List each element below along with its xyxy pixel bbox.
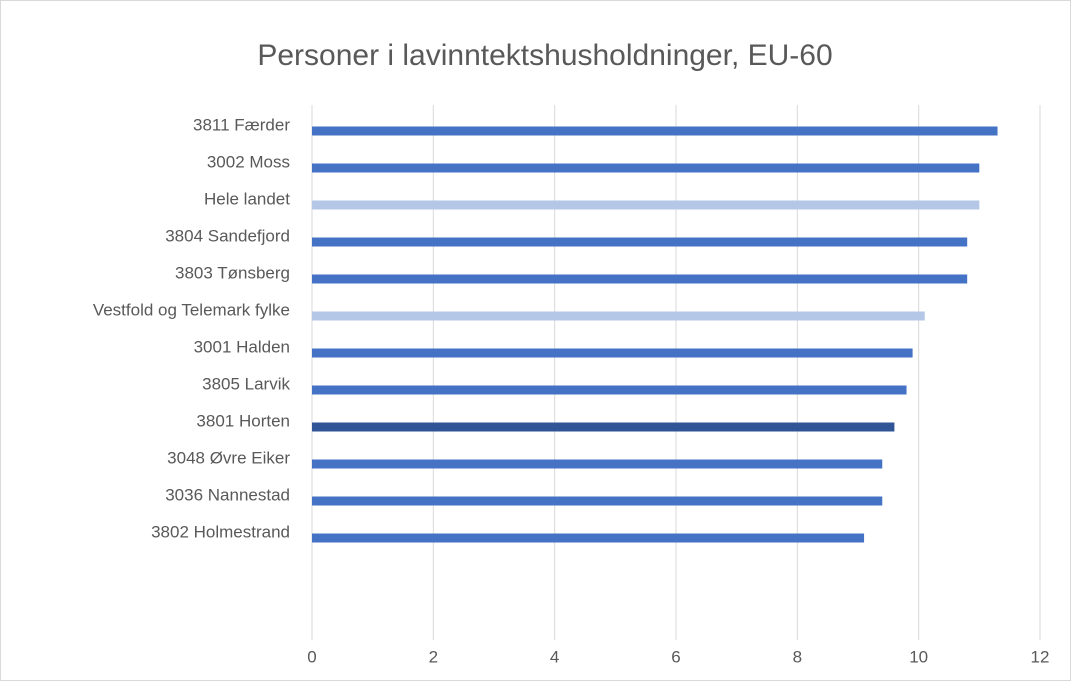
bar bbox=[312, 163, 980, 173]
y-tick-label: 3804 Sandefjord bbox=[165, 226, 290, 245]
bar bbox=[312, 274, 968, 284]
bar bbox=[312, 348, 913, 358]
bar bbox=[312, 459, 883, 469]
bar bbox=[312, 533, 865, 543]
bar bbox=[312, 385, 907, 395]
y-tick-label: 3805 Larvik bbox=[202, 374, 290, 393]
y-tick-label: 3002 Moss bbox=[207, 152, 290, 171]
x-tick-label: 8 bbox=[793, 647, 802, 666]
chart-title: Personer i lavinntektshusholdninger, EU-… bbox=[257, 39, 832, 72]
y-tick-label: 3811 Færder bbox=[193, 115, 290, 134]
y-tick-label: 3802 Holmestrand bbox=[151, 522, 290, 541]
y-tick-label: 3001 Halden bbox=[194, 337, 290, 356]
y-tick-label: 3048 Øvre Eiker bbox=[167, 448, 290, 467]
bar bbox=[312, 496, 883, 506]
bar bbox=[312, 422, 895, 432]
y-tick-label: 3036 Nannestad bbox=[165, 485, 290, 504]
y-tick-label: Vestfold og Telemark fylke bbox=[93, 300, 290, 319]
x-tick-label: 2 bbox=[429, 647, 438, 666]
x-tick-label: 6 bbox=[671, 647, 680, 666]
bar bbox=[312, 200, 980, 210]
x-tick-label: 10 bbox=[909, 647, 928, 666]
bar bbox=[312, 126, 998, 136]
y-tick-label: Hele landet bbox=[204, 189, 290, 208]
bar bbox=[312, 311, 925, 321]
y-tick-label: 3803 Tønsberg bbox=[175, 263, 290, 282]
x-tick-label: 0 bbox=[307, 647, 316, 666]
y-tick-label: 3801 Horten bbox=[196, 411, 290, 430]
x-tick-label: 4 bbox=[550, 647, 559, 666]
x-tick-label: 12 bbox=[1031, 647, 1050, 666]
bar bbox=[312, 237, 968, 247]
